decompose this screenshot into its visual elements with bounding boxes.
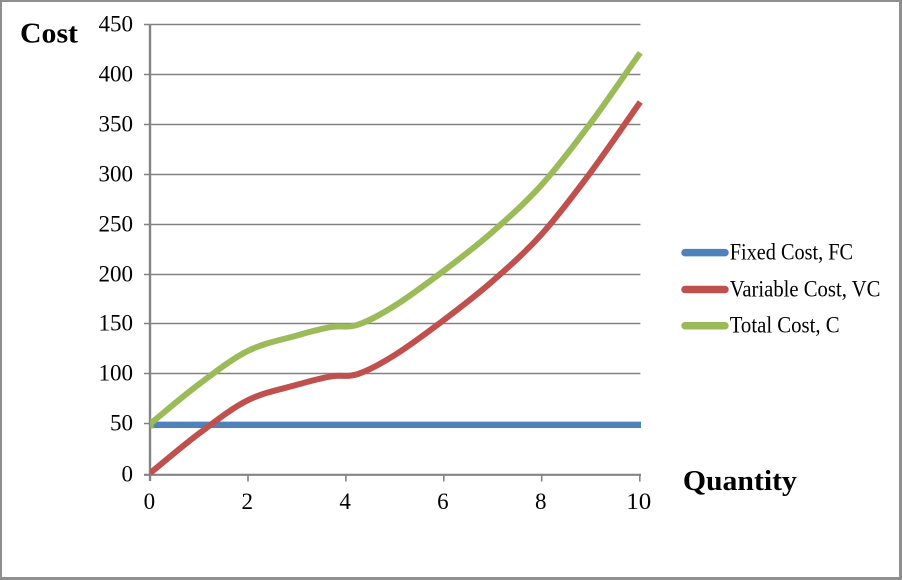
svg-text:200: 200 — [99, 261, 134, 286]
svg-text:350: 350 — [99, 111, 134, 136]
svg-text:300: 300 — [99, 161, 134, 186]
svg-text:50: 50 — [110, 410, 133, 435]
svg-text:450: 450 — [99, 11, 134, 36]
svg-text:250: 250 — [99, 211, 134, 236]
svg-text:2: 2 — [241, 489, 253, 514]
svg-text:100: 100 — [99, 360, 134, 385]
svg-text:Fixed Cost, FC: Fixed Cost, FC — [730, 239, 853, 264]
svg-text:150: 150 — [99, 310, 134, 335]
svg-text:10: 10 — [626, 489, 651, 514]
svg-text:8: 8 — [535, 489, 547, 514]
svg-text:0: 0 — [144, 489, 156, 514]
svg-text:6: 6 — [437, 489, 449, 514]
svg-text:400: 400 — [99, 61, 134, 86]
svg-text:Total Cost, C: Total Cost, C — [730, 313, 840, 338]
svg-text:Cost: Cost — [20, 19, 79, 50]
svg-text:Variable Cost, VC: Variable Cost, VC — [730, 276, 881, 301]
svg-text:Quantity: Quantity — [683, 466, 797, 497]
svg-text:0: 0 — [122, 462, 134, 487]
svg-text:4: 4 — [339, 489, 351, 514]
